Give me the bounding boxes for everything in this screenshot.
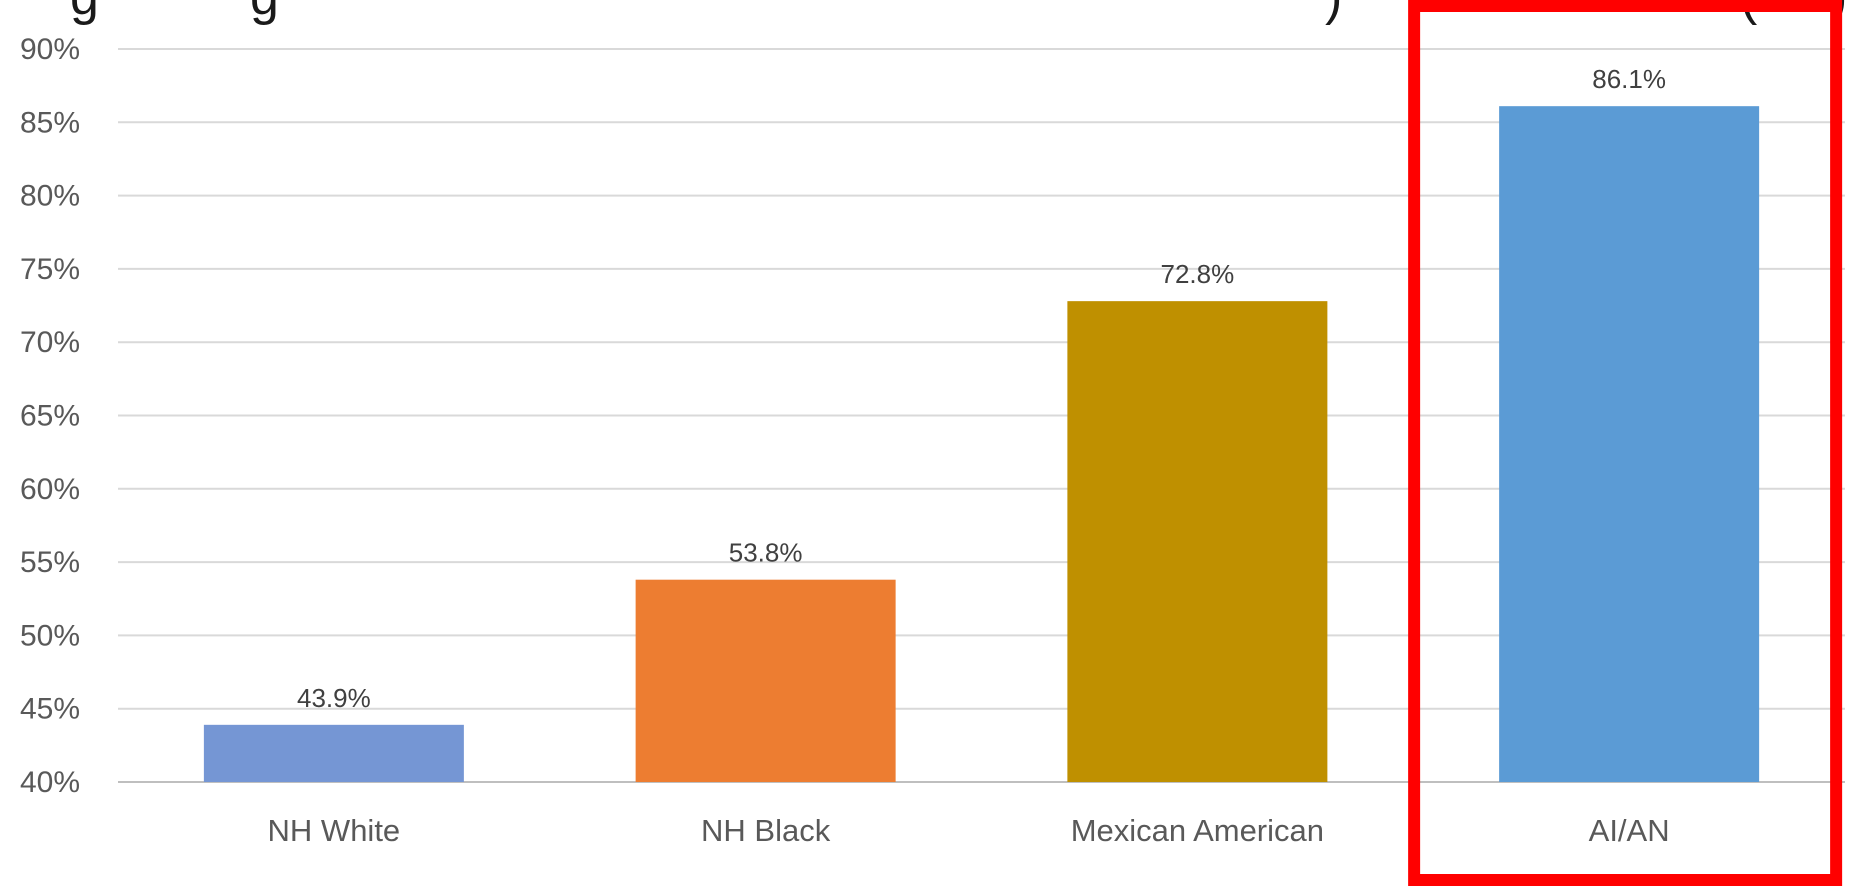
data-label: 86.1% xyxy=(1592,64,1666,94)
y-tick-label: 50% xyxy=(20,619,80,652)
bars xyxy=(203,106,1760,782)
title-fragment-1: g xyxy=(250,0,279,26)
data-label: 72.8% xyxy=(1161,259,1235,289)
y-tick-label: 80% xyxy=(20,180,80,213)
y-tick-label: 65% xyxy=(20,400,80,433)
category-label: NH White xyxy=(268,813,401,848)
bar-mexican-american xyxy=(1067,301,1328,782)
category-label: Mexican American xyxy=(1071,813,1324,848)
highlight-box xyxy=(1408,0,1843,886)
category-label: AI/AN xyxy=(1589,813,1670,848)
bar-ai-an xyxy=(1499,106,1760,782)
title-fragment-2: ) xyxy=(1325,0,1342,26)
y-tick-label: 55% xyxy=(20,546,80,579)
title-fragment-0: g xyxy=(70,0,99,26)
y-tick-label: 70% xyxy=(20,326,80,359)
x-axis: NH White NH Black Mexican American AI/AN xyxy=(268,813,1670,848)
y-tick-label: 75% xyxy=(20,253,80,286)
y-tick-label: 90% xyxy=(20,33,80,66)
y-tick-label: 45% xyxy=(20,693,80,726)
category-label: NH Black xyxy=(701,813,831,848)
y-tick-label: 85% xyxy=(20,106,80,139)
y-axis: 90% 85% 80% 75% 70% 65% 60% 55% 50% 45% 40% xyxy=(20,33,80,799)
data-label: 43.9% xyxy=(297,683,371,713)
y-tick-label: 60% xyxy=(20,473,80,506)
data-labels: 43.9% 53.8% 72.8% 86.1% xyxy=(297,64,1666,713)
bar-nh-white xyxy=(203,724,464,782)
y-tick-label: 40% xyxy=(20,766,80,799)
bar-nh-black xyxy=(635,579,896,782)
data-label: 53.8% xyxy=(729,538,803,568)
